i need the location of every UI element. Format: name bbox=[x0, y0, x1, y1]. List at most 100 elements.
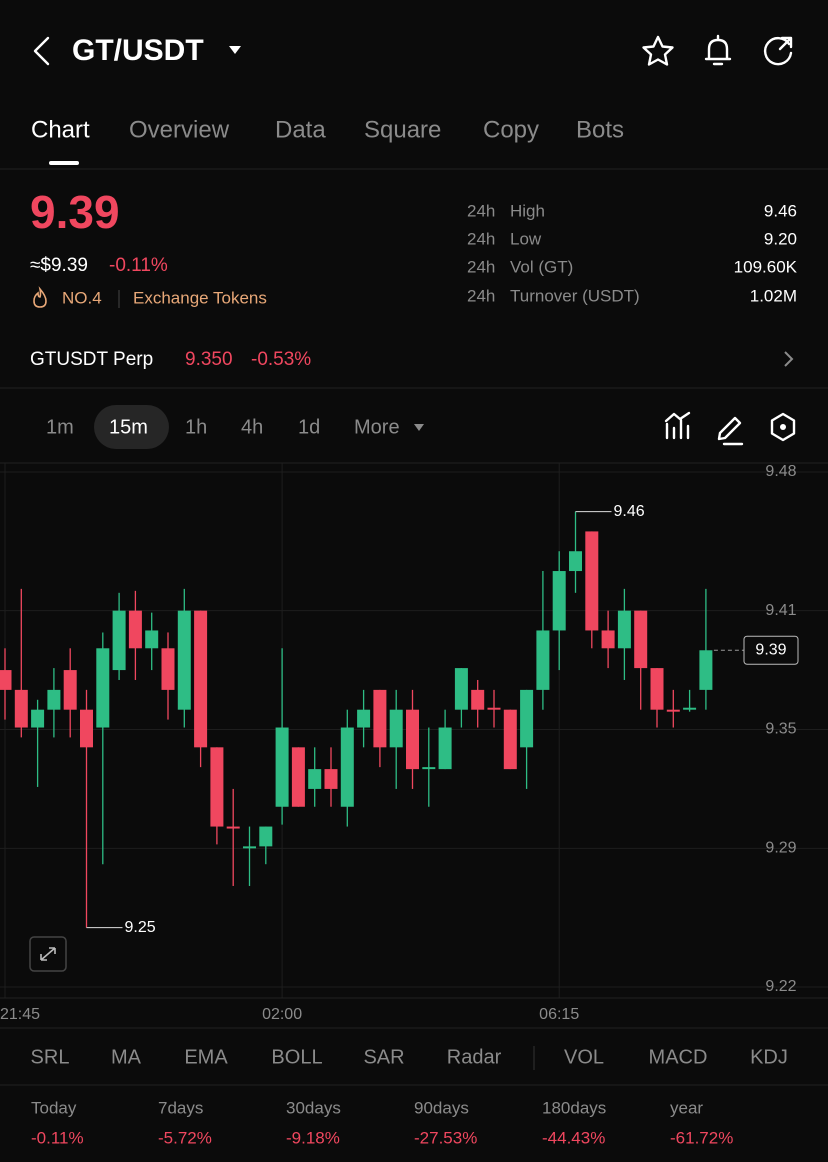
indicator[interactable]: VOL bbox=[564, 1046, 604, 1068]
tab[interactable]: Square bbox=[364, 116, 441, 143]
candle-body bbox=[275, 727, 289, 807]
more-dropdown[interactable] bbox=[414, 424, 424, 431]
category[interactable]: Exchange Tokens bbox=[133, 288, 267, 307]
candle-body bbox=[552, 571, 566, 631]
candle-body bbox=[259, 826, 273, 847]
candle-body bbox=[31, 709, 45, 728]
period: 90days bbox=[414, 1098, 469, 1117]
indicator[interactable]: MA bbox=[111, 1046, 142, 1068]
pair-dropdown[interactable] bbox=[229, 46, 241, 54]
period: Today bbox=[31, 1098, 77, 1117]
candle-body bbox=[357, 709, 371, 728]
indicator[interactable]: SAR bbox=[363, 1046, 404, 1068]
candle-body bbox=[683, 707, 697, 710]
interval[interactable]: 4h bbox=[241, 416, 263, 438]
candle-body bbox=[650, 668, 664, 710]
indicator[interactable]: EMA bbox=[184, 1046, 228, 1068]
candle-body bbox=[389, 709, 403, 748]
candle-body bbox=[520, 689, 534, 748]
last-price-label: 9.39 bbox=[755, 641, 786, 658]
fullscreen-button[interactable] bbox=[29, 936, 67, 972]
price-change: -0.11% bbox=[109, 255, 168, 276]
candle-body bbox=[63, 670, 77, 710]
draw-icon[interactable] bbox=[717, 416, 744, 446]
perp-price[interactable]: 9.350 bbox=[185, 349, 233, 370]
candle-body bbox=[161, 648, 175, 690]
interval[interactable]: 1m bbox=[46, 416, 74, 438]
performance: Today -0.11% 7days -5.72% 30days -9.18% … bbox=[31, 1098, 733, 1147]
stat-period: 24h bbox=[467, 201, 495, 220]
period: 30days bbox=[286, 1098, 341, 1117]
favorite-icon[interactable] bbox=[642, 35, 674, 66]
fullscreen-icon bbox=[40, 947, 56, 961]
alert-icon[interactable] bbox=[704, 34, 732, 66]
tab[interactable]: Chart bbox=[31, 116, 90, 143]
indicator[interactable]: BOLL bbox=[271, 1046, 322, 1068]
perp-chevron[interactable] bbox=[784, 351, 794, 367]
perp-name[interactable]: GTUSDT Perp bbox=[30, 349, 153, 370]
candle-body bbox=[308, 769, 322, 789]
stat-label: High bbox=[510, 201, 545, 220]
rank[interactable]: NO.4 bbox=[62, 288, 102, 307]
candle-body bbox=[96, 648, 110, 728]
low-marker-label: 9.25 bbox=[125, 919, 156, 936]
indicator[interactable]: MACD bbox=[649, 1046, 708, 1068]
interval[interactable]: 1h bbox=[185, 416, 207, 438]
candle-body bbox=[145, 630, 159, 649]
indicator[interactable]: KDJ bbox=[750, 1046, 788, 1068]
y-tick-label: 9.22 bbox=[765, 978, 796, 995]
candle-body bbox=[80, 709, 93, 748]
pair-title[interactable]: GT/USDT bbox=[72, 34, 204, 67]
last-price-box bbox=[743, 635, 799, 665]
indicator-icon[interactable] bbox=[664, 411, 691, 440]
rank-icon bbox=[33, 286, 47, 308]
candle-body bbox=[373, 689, 387, 748]
candle-body bbox=[487, 707, 501, 710]
candle-body bbox=[617, 610, 631, 649]
interval[interactable]: More bbox=[354, 416, 400, 438]
tab[interactable]: Bots bbox=[576, 116, 624, 143]
candle-body bbox=[666, 709, 680, 712]
indicator[interactable]: SRL bbox=[31, 1046, 70, 1068]
period: 7days bbox=[158, 1098, 203, 1117]
tab-indicator bbox=[49, 161, 79, 165]
period-change: -27.53% bbox=[414, 1128, 477, 1147]
candle-body bbox=[406, 709, 419, 770]
period-change: -44.43% bbox=[542, 1128, 605, 1147]
candle-body bbox=[226, 826, 240, 829]
stat-period: 24h bbox=[467, 257, 495, 276]
settings-icon-dot bbox=[780, 424, 786, 430]
stat-value: 109.60K bbox=[734, 257, 798, 276]
period-change: -61.72% bbox=[670, 1128, 733, 1147]
candle-body bbox=[569, 551, 582, 572]
indicator[interactable]: Radar bbox=[447, 1046, 502, 1068]
x-tick-label: 21:45 bbox=[0, 1006, 40, 1023]
tab[interactable]: Overview bbox=[129, 116, 230, 143]
interval[interactable]: 1d bbox=[298, 416, 320, 438]
stats: 24h High 9.46 24h Low 9.20 24h Vol (GT) … bbox=[467, 201, 798, 305]
y-tick-label: 9.48 bbox=[765, 463, 796, 480]
stat-label: Low bbox=[510, 229, 542, 248]
usd-price: ≈$9.39 bbox=[30, 255, 88, 276]
tab[interactable]: Data bbox=[275, 116, 326, 143]
share-icon[interactable] bbox=[764, 36, 793, 66]
perp-change[interactable]: -0.53% bbox=[251, 349, 311, 370]
back-button[interactable] bbox=[33, 36, 50, 66]
overlay: 9.48 9.41 9.35 9.29 9.22 21:45 02:00 06:15 9.46 9… bbox=[0, 463, 799, 1023]
period: year bbox=[670, 1098, 703, 1117]
settings-icon[interactable] bbox=[770, 412, 796, 442]
candle-body bbox=[210, 747, 224, 827]
x-tick-label: 06:15 bbox=[539, 1006, 579, 1023]
stat-period: 24h bbox=[467, 286, 495, 305]
candle-body bbox=[177, 610, 191, 710]
y-tick-label: 9.29 bbox=[765, 840, 796, 857]
tab[interactable]: Copy bbox=[483, 116, 539, 143]
candle-body bbox=[243, 846, 256, 849]
candle-body bbox=[536, 630, 550, 690]
candle-body bbox=[454, 668, 468, 710]
candle-body bbox=[438, 727, 452, 770]
interval[interactable]: 15m bbox=[109, 416, 148, 438]
